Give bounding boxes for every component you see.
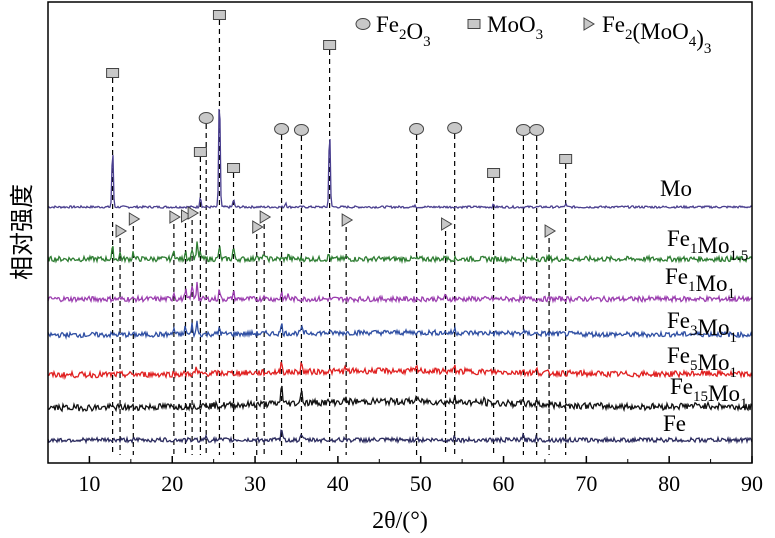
moo3-marker <box>559 154 573 164</box>
reference-lines <box>112 20 567 455</box>
series-label-Fe3Mo1: Fe3Mo1 <box>667 308 737 346</box>
x-tick-label: 20 <box>161 471 183 496</box>
fe2moo43-marker <box>180 209 193 223</box>
moo3-marker <box>106 68 120 78</box>
x-tick-label: 90 <box>741 471 763 496</box>
fe2moo43-marker <box>544 224 557 238</box>
fe2o3-marker <box>274 123 290 135</box>
series-label-Fe: Fe <box>663 411 686 436</box>
x-tick-label: 60 <box>493 471 515 496</box>
series-label-Fe1Mo1: Fe1Mo1 <box>665 264 735 302</box>
fe2moo43-marker <box>252 220 264 234</box>
fe2o3-marker <box>515 124 531 136</box>
series-line-Fe <box>47 429 753 445</box>
fe2o3-marker <box>198 112 214 124</box>
legend-fe2moo43-icon <box>583 17 595 31</box>
x-tick-label: 80 <box>658 471 680 496</box>
y-axis-title: 相对强度 <box>8 184 36 280</box>
x-tick-label: 50 <box>410 471 432 496</box>
moo3-marker <box>323 40 337 50</box>
series-line-Fe15Mo1 <box>47 385 753 413</box>
fe2moo43-marker <box>341 213 354 227</box>
x-tick-label: 40 <box>327 471 349 496</box>
x-tick-label: 10 <box>78 471 100 496</box>
legend-fe2o3-icon <box>355 18 371 30</box>
legend-label-Fe2(MoO4)3: Fe2(MoO4)3 <box>602 12 711 57</box>
plot-frame <box>47 1 753 464</box>
fe2moo43-marker <box>128 212 141 226</box>
fe2o3-marker <box>293 124 309 136</box>
series-line-Mo <box>47 108 753 210</box>
x-tick-label: 70 <box>575 471 597 496</box>
x-tick-label: 30 <box>244 471 266 496</box>
series-line-Fe5Mo1 <box>47 361 753 380</box>
fe2moo43-marker <box>169 210 181 224</box>
legend-moo3-icon <box>467 19 481 29</box>
fe2o3-marker <box>447 122 463 134</box>
fe2moo43-marker <box>441 217 453 231</box>
moo3-marker <box>227 163 241 173</box>
moo3-marker <box>212 10 226 20</box>
series-label-Fe15Mo1: Fe15Mo1 <box>670 374 747 412</box>
moo3-marker <box>193 147 207 157</box>
x-axis: 10 20 30 40 50 60 70 80 90 <box>47 456 763 496</box>
series-line-Fe3Mo1 <box>47 320 753 340</box>
legend-label-Fe2O3: Fe2O3 <box>376 12 431 50</box>
fe2moo43-marker <box>187 206 200 220</box>
series-line-Fe1Mo1.5 <box>47 241 753 265</box>
moo3-marker <box>487 168 501 178</box>
legend-label-MoO3: MoO3 <box>487 12 543 43</box>
legend: Fe2O3 MoO3 Fe2(MoO4)3 <box>355 12 711 57</box>
series-label-Mo: Mo <box>660 176 692 201</box>
fe2o3-marker <box>529 124 545 136</box>
x-axis-title: 2θ/(°) <box>372 508 428 534</box>
series-label-Fe5Mo1: Fe5Mo1 <box>667 343 737 381</box>
fe2moo43-marker <box>259 210 272 224</box>
series-label-Fe1Mo1.5: Fe1Mo1.5 <box>667 226 748 264</box>
fe2moo43-marker <box>115 224 128 238</box>
peak-markers <box>106 10 573 238</box>
fe2o3-marker <box>409 123 425 135</box>
series-line-Fe1Mo1 <box>47 281 753 304</box>
series-traces <box>47 108 753 445</box>
